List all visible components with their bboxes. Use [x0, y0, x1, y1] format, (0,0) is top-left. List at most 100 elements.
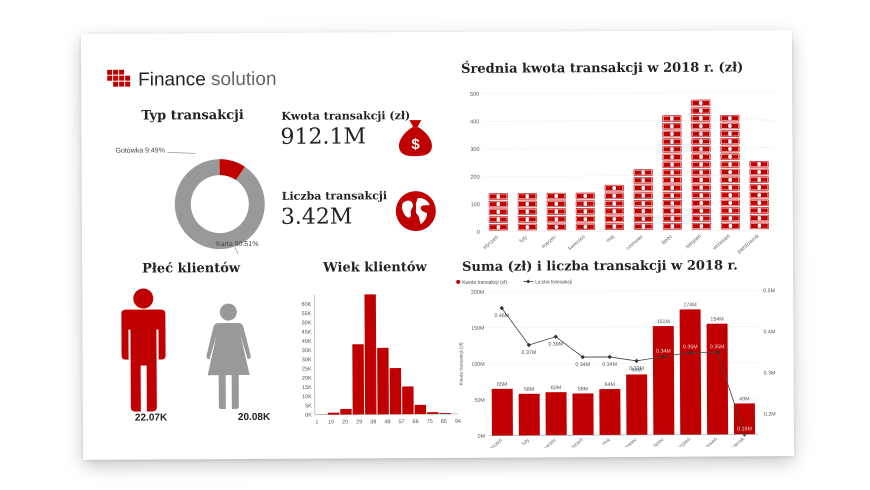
age-ytick: 30K [302, 357, 312, 363]
banknote-coin [699, 154, 703, 159]
banknote-border [750, 161, 768, 167]
banknote-icon [488, 223, 508, 231]
brand-name-part2: solution [205, 68, 277, 91]
combo-xtick: październik [723, 436, 747, 448]
banknote-icon [691, 99, 711, 107]
banknote-border [489, 216, 508, 223]
count-value: 3.42M [280, 204, 353, 230]
banknote-icon [691, 161, 711, 168]
banknote-coin [728, 146, 732, 152]
banknote-coin [699, 224, 704, 229]
age-xtick: 20 [342, 419, 348, 425]
age-xtick: 75 [427, 419, 433, 425]
brand-logo [107, 69, 135, 95]
combo-bar [518, 393, 540, 436]
banknote-icon [633, 215, 653, 223]
banknote-border [663, 169, 681, 176]
banknote-border [605, 193, 624, 199]
banknote-coin [641, 216, 646, 221]
banknote-icon [662, 176, 682, 184]
combo-count-point [553, 334, 558, 339]
banknote-icon [662, 199, 682, 207]
banknote-coin [554, 201, 559, 206]
combo-bar-label: 43M [739, 396, 749, 402]
banknote-border [750, 215, 769, 221]
age-ytick: 5K [305, 403, 312, 409]
banknote-icon [720, 184, 740, 191]
banknote-coin [612, 224, 617, 229]
banknote-border [692, 200, 711, 206]
banknote-border [547, 208, 566, 215]
amount-label: Kwota transakcji (zł) [281, 109, 411, 123]
banknote-border [721, 177, 740, 183]
combo-count-label: 0.34M [575, 362, 590, 368]
amount-value: 912.1M [280, 124, 367, 150]
banknote-coin [698, 100, 703, 106]
banknote-border [518, 201, 537, 207]
combo-bar [652, 326, 675, 435]
banknote-coin [525, 209, 530, 214]
combo-count-point [715, 350, 720, 355]
age-ytick: 50K [302, 320, 312, 326]
combo-bar-label: 58M [578, 386, 588, 392]
combo-bar [679, 309, 702, 435]
banknote-coin [757, 208, 762, 213]
combo-count-label: 0.37M [522, 350, 537, 356]
banknote-border [692, 154, 710, 160]
banknote-coin [496, 194, 501, 199]
banknote-border [692, 185, 711, 191]
banknote-icon [749, 214, 769, 222]
banknote-icon [488, 193, 508, 200]
count-label: Liczba transakcji [281, 189, 388, 203]
combo-ytick-right: 0.5M [763, 288, 775, 294]
combo-xtick: marzec [541, 437, 558, 448]
banknote-coin [554, 217, 559, 222]
banknote-icon [691, 115, 711, 122]
combo-ytick-left: 200M [471, 290, 484, 296]
banknote-border [605, 208, 624, 214]
banknote-coin [670, 208, 675, 213]
banknote-coin [728, 123, 732, 128]
banknote-coin [728, 223, 733, 229]
avg-xtick: wrzesień [712, 233, 732, 251]
banknote-border [750, 184, 769, 191]
banknote-icon [662, 184, 682, 192]
banknote-icon [662, 115, 682, 122]
banknote-icon [633, 176, 653, 184]
banknote-icon [720, 122, 740, 130]
banknote-coin [757, 177, 761, 182]
avg-xtick: czerwiec [625, 234, 645, 252]
age-ytick: 35K [302, 348, 312, 354]
age-histogram: 0K 5K 10K 15K 20K 25K 30K 35K 40K 45K 50K 55K 60K 1 10… [301, 294, 461, 426]
combo-count-label: 0.35M [683, 344, 698, 350]
banknote-border [547, 201, 566, 207]
banknote-coin [699, 177, 703, 183]
banknote-icon [691, 122, 711, 130]
combo-bar-label: 64M [605, 382, 615, 388]
banknote-icon [691, 130, 711, 138]
donut-chart [167, 152, 265, 255]
banknote-border [489, 193, 508, 200]
banknote-border [692, 215, 711, 222]
banknote-border [750, 207, 769, 214]
age-xtick: 57 [398, 419, 404, 425]
banknote-coin [757, 223, 762, 228]
dashboard-sheet: Finance solution Typ transakcji Gotówka … [80, 30, 795, 460]
banknote-border [721, 192, 740, 198]
combo-count-label: 0.33M [629, 366, 644, 372]
banknote-coin [525, 201, 530, 207]
banknote-icon [575, 215, 595, 223]
banknote-coin [612, 216, 617, 222]
combo-bar-label: 65M [497, 382, 507, 388]
banknote-icon [633, 169, 653, 176]
banknote-icon [691, 215, 711, 222]
banknote-icon [546, 192, 566, 200]
banknote-coin [496, 209, 501, 214]
banknote-border [576, 201, 595, 207]
banknote-border [663, 185, 682, 191]
banknote-coin [728, 208, 733, 213]
banknote-coin [525, 224, 530, 230]
age-ytick: 60K [301, 302, 311, 308]
combo-bar-label: 174M [683, 302, 696, 308]
banknote-border [663, 200, 682, 206]
